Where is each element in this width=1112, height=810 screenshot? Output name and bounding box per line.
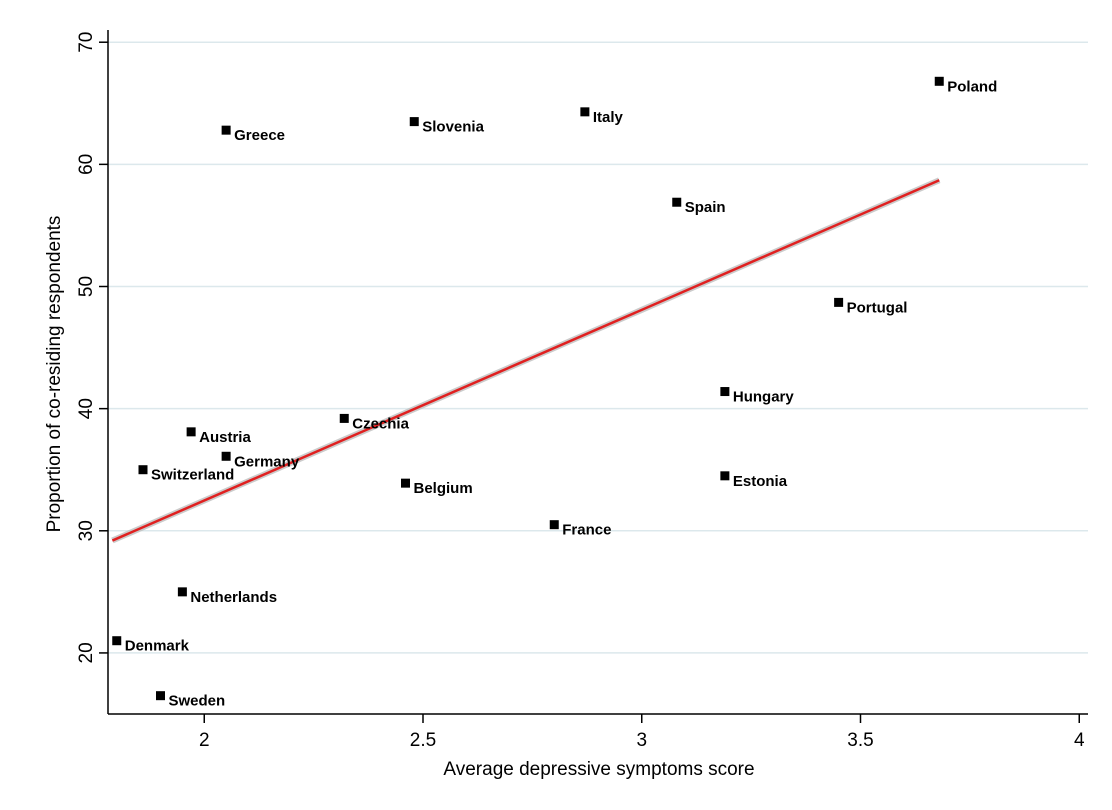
x-axis-title: Average depressive symptoms score	[443, 759, 754, 780]
point-label-germany: Germany	[234, 453, 300, 470]
point-denmark	[112, 636, 122, 646]
point-estonia	[720, 471, 730, 481]
point-greece	[221, 125, 231, 135]
gridlines	[108, 41, 1088, 654]
y-tick-label-70: 70	[76, 32, 97, 53]
point-czechia	[339, 413, 349, 423]
point-netherlands	[177, 587, 187, 597]
y-axis-title: Proportion of co-residing respondents	[44, 216, 65, 533]
y-tick-label-60: 60	[76, 154, 97, 175]
fit-line-group	[111, 177, 941, 544]
point-portugal	[834, 297, 844, 307]
x-tick-label-3: 3	[636, 730, 647, 751]
point-label-sweden: Sweden	[169, 693, 226, 710]
x-tick-label-4: 4	[1074, 730, 1085, 751]
point-label-france: France	[562, 522, 611, 539]
point-hungary	[720, 387, 730, 397]
point-austria	[186, 427, 196, 437]
x-tick-label-2.5: 2.5	[410, 730, 436, 751]
point-label-netherlands: Netherlands	[190, 589, 277, 606]
point-slovenia	[409, 117, 419, 127]
axes: 20 30 40 50 60 70 2 2.5 3 3.5 4	[76, 30, 1088, 751]
point-label-greece: Greece	[234, 127, 285, 144]
point-france	[549, 520, 559, 530]
point-label-czechia: Czechia	[352, 415, 409, 432]
point-label-italy: Italy	[593, 109, 624, 126]
y-tick-label-30: 30	[76, 520, 97, 541]
point-label-hungary: Hungary	[733, 389, 795, 406]
point-label-denmark: Denmark	[125, 638, 190, 655]
point-italy	[580, 107, 590, 117]
point-label-spain: Spain	[685, 199, 726, 216]
point-label-switzerland: Switzerland	[151, 467, 234, 484]
x-tick-label-3.5: 3.5	[847, 730, 873, 751]
point-switzerland	[138, 465, 148, 475]
point-label-slovenia: Slovenia	[422, 119, 484, 136]
point-belgium	[401, 478, 410, 488]
y-tick-label-50: 50	[76, 276, 97, 297]
point-label-belgium: Belgium	[414, 480, 473, 497]
point-label-estonia: Estonia	[733, 473, 788, 490]
point-label-austria: Austria	[199, 429, 251, 446]
point-spain	[672, 197, 682, 207]
fit-line	[111, 179, 940, 542]
y-tick-label-40: 40	[76, 398, 97, 419]
data-points: Poland Greece Slovenia Italy Spain Portugal Hu…	[112, 76, 997, 710]
point-label-poland: Poland	[947, 78, 997, 95]
y-tick-label-20: 20	[76, 642, 97, 663]
x-tick-label-2: 2	[199, 730, 210, 751]
point-label-portugal: Portugal	[847, 299, 908, 316]
point-sweden	[156, 691, 165, 701]
point-germany	[221, 451, 231, 461]
point-poland	[934, 76, 944, 86]
